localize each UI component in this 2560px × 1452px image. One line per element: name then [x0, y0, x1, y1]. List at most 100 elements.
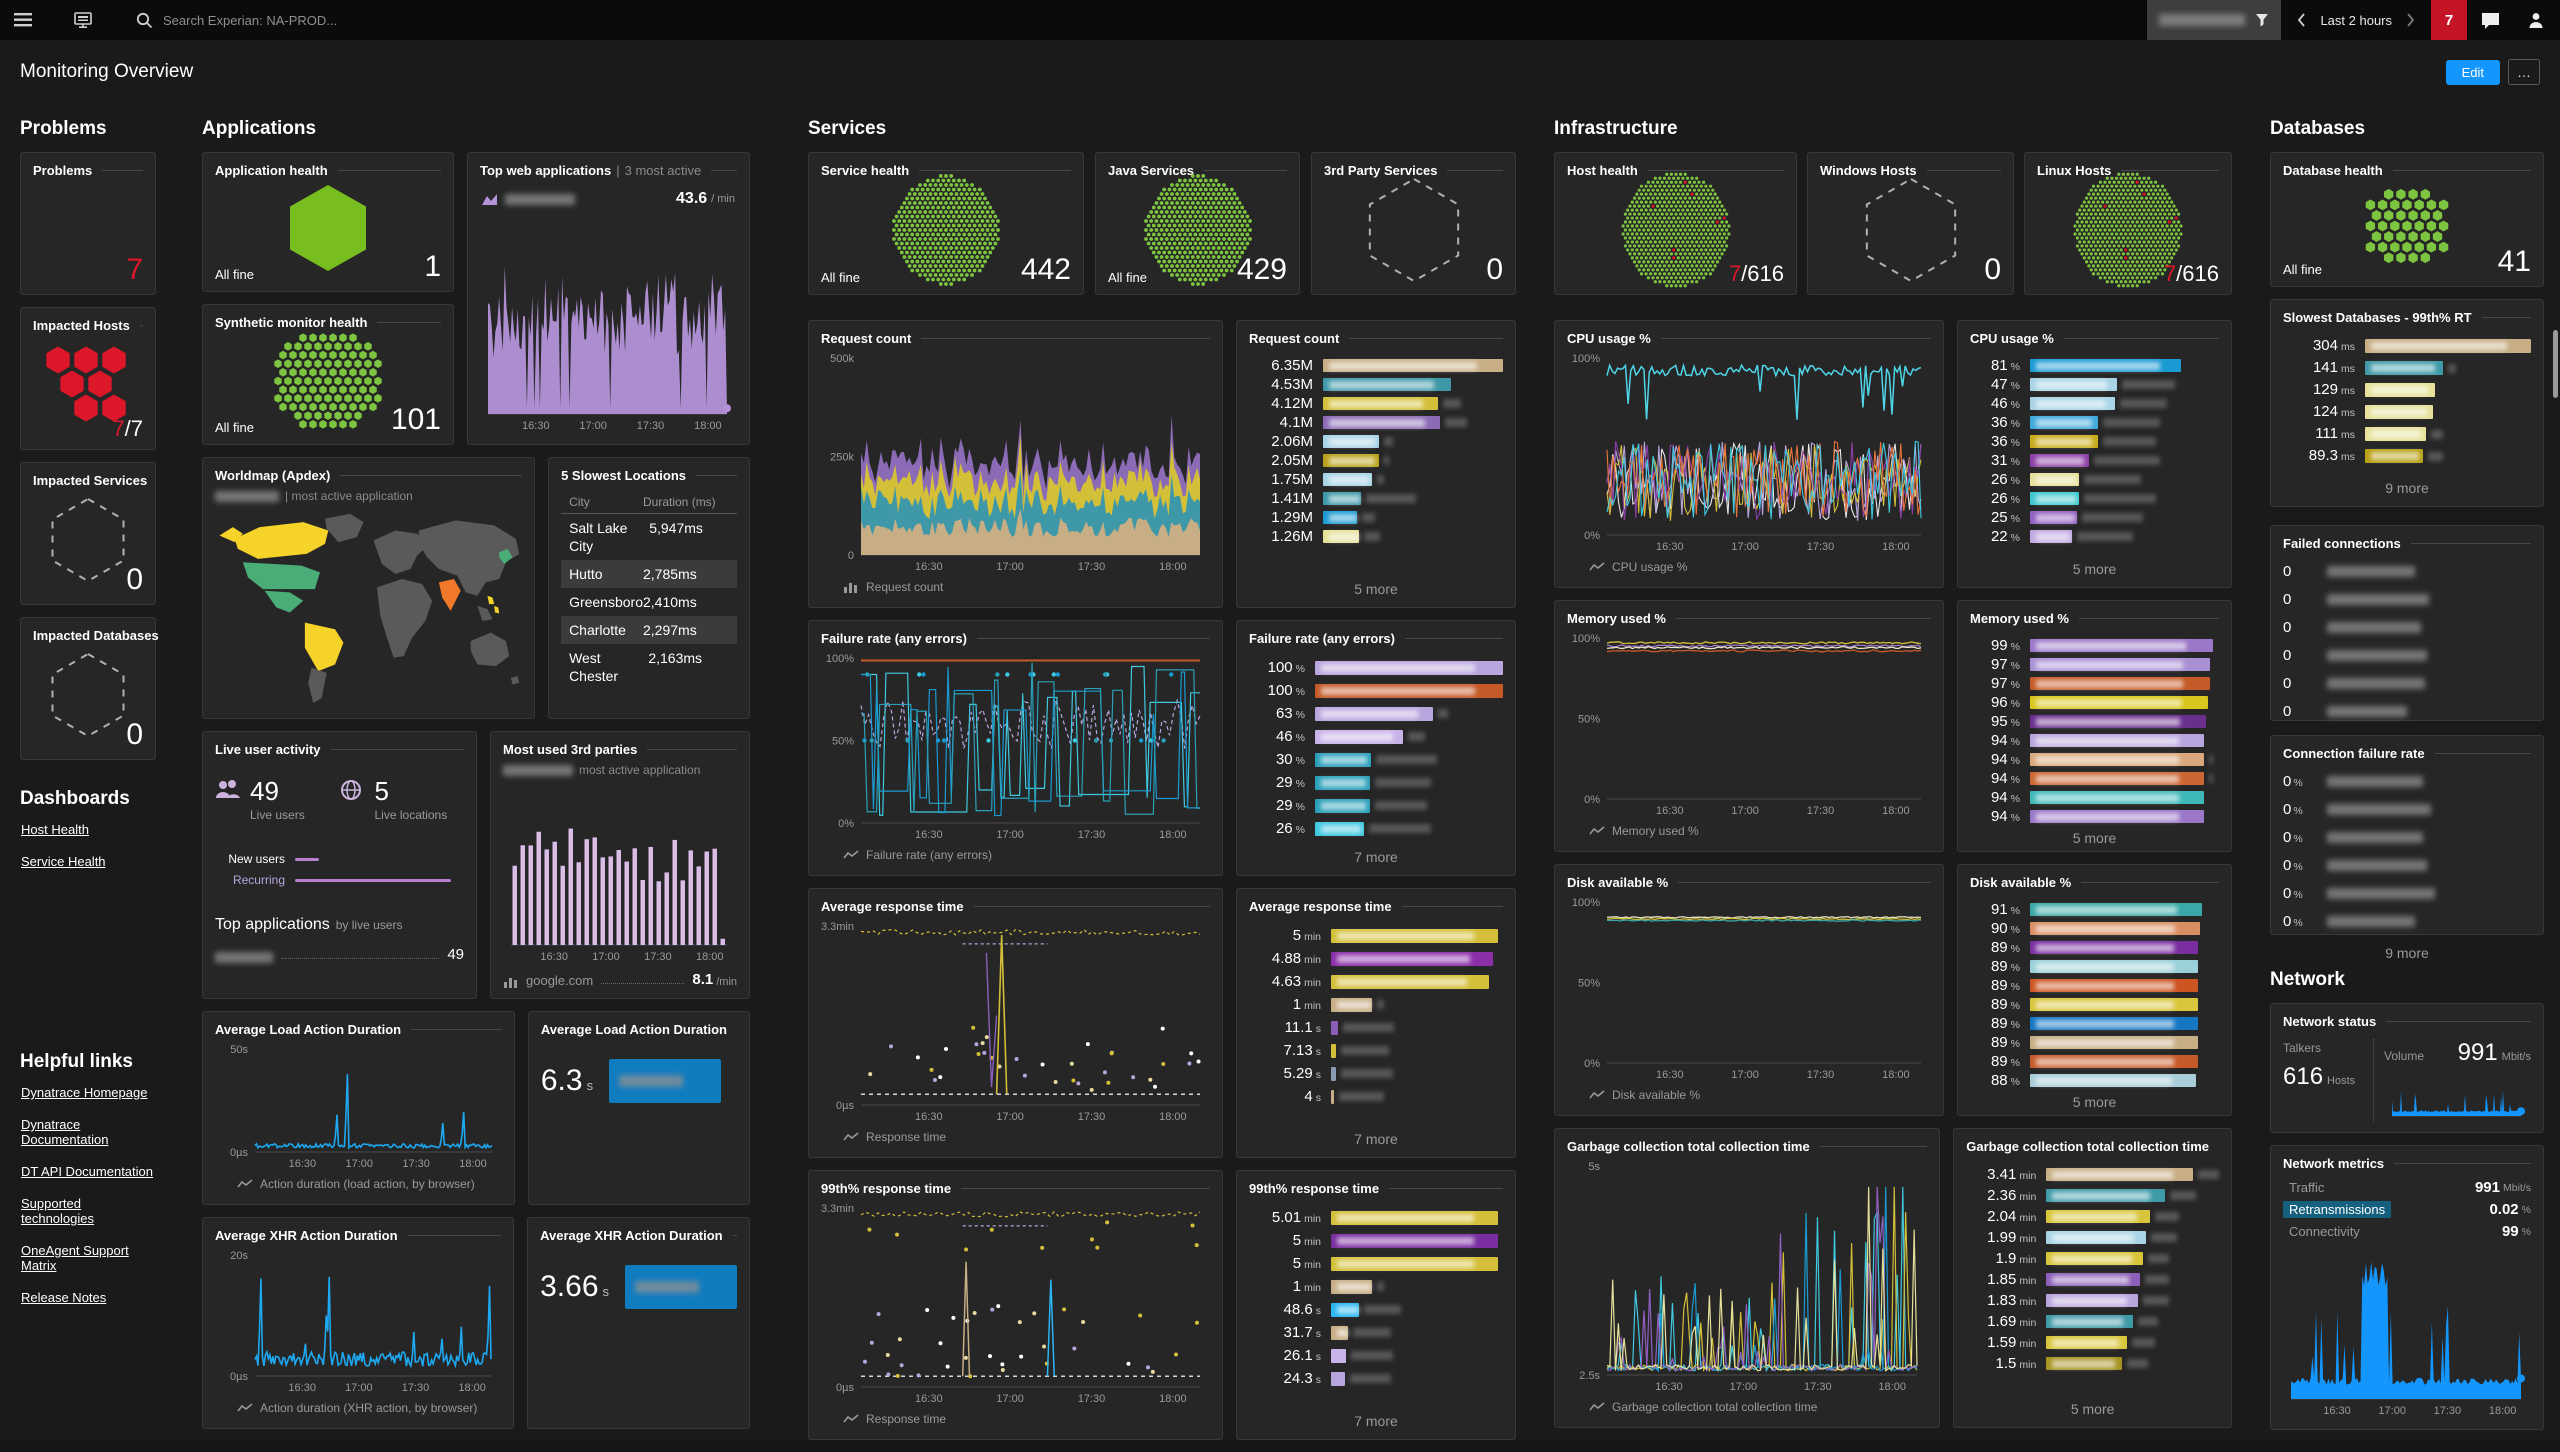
- bar-row[interactable]: 29%: [1249, 794, 1503, 817]
- tile-memory-used-chart[interactable]: Memory used %100%50%0%16:3017:0017:3018:…: [1554, 600, 1944, 852]
- link-supported-technologies[interactable]: Supported technologies: [21, 1196, 156, 1226]
- bar-row[interactable]: 25%: [1970, 508, 2219, 527]
- number-row[interactable]: 0%: [2283, 857, 2531, 874]
- bar-row[interactable]: 36%: [1970, 432, 2219, 451]
- bar-row[interactable]: 31.7s: [1249, 1321, 1503, 1344]
- bar-row[interactable]: 1min: [1249, 993, 1503, 1016]
- bar-row[interactable]: 11.1s: [1249, 1016, 1503, 1039]
- bar-row[interactable]: 81%: [1970, 356, 2219, 375]
- bar-row[interactable]: 89%: [1970, 995, 2219, 1014]
- bar-row[interactable]: 31%: [1970, 451, 2219, 470]
- bar-row[interactable]: 88%: [1970, 1071, 2219, 1090]
- bar-row[interactable]: 36%: [1970, 413, 2219, 432]
- table-row[interactable]: Hutto2,785ms: [561, 560, 737, 588]
- tile-network-status[interactable]: Network statusTalkers616HostsVolume991Mb…: [2270, 1003, 2544, 1133]
- bar-row[interactable]: 24.3s: [1249, 1367, 1503, 1390]
- tile-database-health[interactable]: Database healthAll fine41: [2270, 152, 2544, 287]
- tile-worldmap-apdex[interactable]: Worldmap (Apdex)| most active applicatio…: [202, 457, 535, 719]
- tile-cpu-usage-chart[interactable]: CPU usage %100%0%16:3017:0017:3018:00CPU…: [1554, 320, 1944, 588]
- tile-java-services[interactable]: Java ServicesAll fine429: [1095, 152, 1300, 295]
- link-dynatrace-homepage[interactable]: Dynatrace Homepage: [21, 1085, 156, 1100]
- tile-failure-rate-list[interactable]: Failure rate (any errors)100%100%63%46%3…: [1236, 620, 1516, 876]
- number-row[interactable]: 0%: [2283, 885, 2531, 902]
- bar-row[interactable]: 4.88min: [1249, 947, 1503, 970]
- browser-bar[interactable]: [609, 1059, 721, 1103]
- tile-host-health[interactable]: Host health7/616: [1554, 152, 1797, 295]
- bar-row[interactable]: 29%: [1249, 771, 1503, 794]
- bar-row[interactable]: 2.06M: [1249, 432, 1503, 451]
- tile-avg-response-time-list[interactable]: Average response time5min4.88min4.63min1…: [1236, 888, 1516, 1158]
- number-row[interactable]: 0: [2283, 619, 2531, 636]
- metric-row[interactable]: Connectivity99%: [2283, 1223, 2531, 1240]
- bar-row[interactable]: 4s: [1249, 1085, 1503, 1108]
- bar-row[interactable]: 124ms: [2283, 401, 2531, 423]
- number-row[interactable]: 0%: [2283, 913, 2531, 930]
- tile-impacted-hosts[interactable]: Impacted Hosts7/7: [20, 307, 156, 450]
- number-row[interactable]: 0: [2283, 591, 2531, 608]
- bar-row[interactable]: 22%: [1970, 527, 2219, 546]
- bar-row[interactable]: 97%: [1970, 674, 2219, 693]
- bar-row[interactable]: 89%: [1970, 1014, 2219, 1033]
- bar-row[interactable]: 89.3ms: [2283, 445, 2531, 467]
- tile-avg-xhr-action-duration-chart[interactable]: Average XHR Action Duration20s0µs16:3017…: [202, 1217, 514, 1429]
- bar-row[interactable]: 2.36min: [1966, 1185, 2219, 1206]
- bar-row[interactable]: 30%: [1249, 748, 1503, 771]
- tile-slowest-locations[interactable]: 5 Slowest LocationsCityDuration (ms)Salt…: [548, 457, 750, 719]
- tile-avg-response-time-chart[interactable]: Average response time3.3min0µs16:3017:00…: [808, 888, 1223, 1158]
- table-row[interactable]: Salt Lake City5,947ms: [561, 514, 737, 560]
- bar-row[interactable]: 89%: [1970, 957, 2219, 976]
- tile-service-health[interactable]: Service healthAll fine442: [808, 152, 1084, 295]
- tile-impacted-services[interactable]: Impacted Services0: [20, 462, 156, 605]
- tile-impacted-databases[interactable]: Impacted Databases0: [20, 617, 156, 760]
- bar-row[interactable]: 1.75M: [1249, 470, 1503, 489]
- tile-problems[interactable]: Problems7: [20, 152, 156, 295]
- number-row[interactable]: 0: [2283, 563, 2531, 580]
- bar-row[interactable]: 5min: [1249, 924, 1503, 947]
- tile-cpu-usage-list[interactable]: CPU usage %81%47%46%36%36%31%26%26%25%22…: [1957, 320, 2232, 588]
- number-row[interactable]: 0%: [2283, 773, 2531, 790]
- bar-row[interactable]: 1.83min: [1966, 1290, 2219, 1311]
- management-zone-filter[interactable]: [2147, 0, 2281, 40]
- browser-bar[interactable]: [625, 1265, 737, 1309]
- bar-row[interactable]: 4.53M: [1249, 375, 1503, 394]
- bar-row[interactable]: 26%: [1970, 489, 2219, 508]
- bar-row[interactable]: 1.26M: [1249, 527, 1503, 546]
- tile-request-count-chart[interactable]: Request count500k250k016:3017:0017:3018:…: [808, 320, 1223, 608]
- bar-row[interactable]: 2.05M: [1249, 451, 1503, 470]
- hamburger-icon[interactable]: [0, 0, 46, 40]
- tile-failure-rate-chart[interactable]: Failure rate (any errors)100%50%0%16:301…: [808, 620, 1223, 876]
- link-oneagent-support-matrix[interactable]: OneAgent Support Matrix: [21, 1243, 156, 1273]
- bar-row[interactable]: 2.04min: [1966, 1206, 2219, 1227]
- bar-row[interactable]: 6.35M: [1249, 356, 1503, 375]
- bar-row[interactable]: 4.1M: [1249, 413, 1503, 432]
- tile-memory-used-list[interactable]: Memory used %99%97%97%96%95%94%94%94%94%…: [1957, 600, 2232, 852]
- bar-row[interactable]: 5min: [1249, 1229, 1503, 1252]
- bar-row[interactable]: 94%: [1970, 807, 2219, 826]
- chat-icon[interactable]: [2467, 0, 2514, 40]
- tile-garbage-collection-chart[interactable]: Garbage collection total collection time…: [1554, 1128, 1940, 1428]
- tile-disk-available-list[interactable]: Disk available %91%90%89%89%89%89%89%89%…: [1957, 864, 2232, 1116]
- bar-row[interactable]: 94%: [1970, 731, 2219, 750]
- number-row[interactable]: 0%: [2283, 801, 2531, 818]
- tile-top-web-applications[interactable]: Top web applications|3 most active43.6/ …: [467, 152, 750, 445]
- metric-row[interactable]: Traffic991Mbit/s: [2283, 1179, 2531, 1196]
- tile-avg-load-action-duration-value[interactable]: Average Load Action Duration6.3s: [528, 1011, 750, 1205]
- bar-row[interactable]: 97%: [1970, 655, 2219, 674]
- bar-row[interactable]: 1min: [1249, 1275, 1503, 1298]
- tile-application-health[interactable]: Application healthAll fine1: [202, 152, 454, 292]
- tile-windows-hosts[interactable]: Windows Hosts0: [1807, 152, 2014, 295]
- bar-row[interactable]: 1.59min: [1966, 1332, 2219, 1353]
- bar-row[interactable]: 4.63min: [1249, 970, 1503, 993]
- scrollbar-thumb[interactable]: [2553, 330, 2558, 398]
- bar-row[interactable]: 3.41min: [1966, 1164, 2219, 1185]
- metric-row[interactable]: Retransmissions0.02%: [2283, 1201, 2531, 1218]
- table-row[interactable]: Greensboro2,410ms: [561, 588, 737, 616]
- bar-row[interactable]: 94%: [1970, 750, 2219, 769]
- tile-most-used-3rd-parties[interactable]: Most used 3rd partiesmost active applica…: [490, 731, 750, 999]
- tile-slowest-databases[interactable]: Slowest Databases - 99th% RT304ms141ms12…: [2270, 299, 2544, 507]
- bar-row[interactable]: 1.5min: [1966, 1353, 2219, 1374]
- bar-row[interactable]: 111ms: [2283, 423, 2531, 445]
- bar-row[interactable]: 89%: [1970, 976, 2219, 995]
- tile-disk-available-chart[interactable]: Disk available %100%50%0%16:3017:0017:30…: [1554, 864, 1944, 1116]
- search-icon[interactable]: [122, 0, 157, 40]
